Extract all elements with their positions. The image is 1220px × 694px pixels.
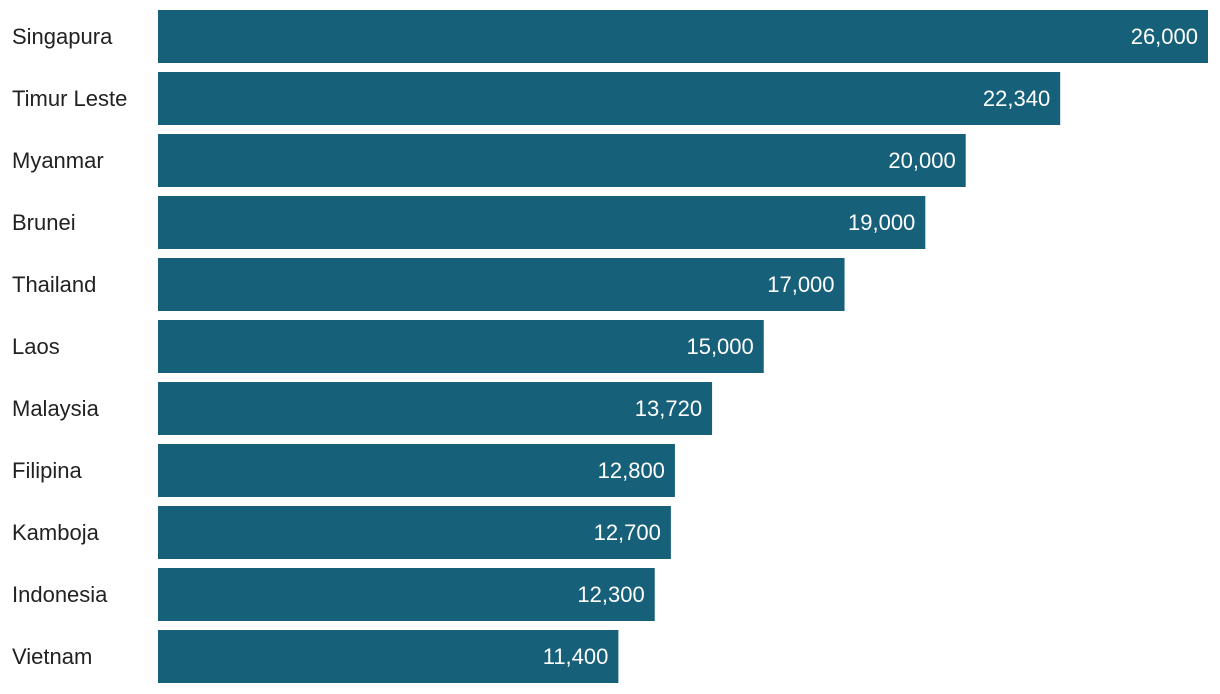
value-label: 22,340 [983,86,1050,111]
category-label: Vietnam [12,644,92,669]
value-label: 20,000 [888,148,955,173]
bar [158,568,655,621]
category-label: Thailand [12,272,96,297]
category-label: Indonesia [12,582,108,607]
value-label: 12,700 [594,520,661,545]
bar [158,196,926,249]
bars [158,10,1208,683]
bar [158,134,966,187]
value-label: 15,000 [686,334,753,359]
category-labels: Singapura Timur Leste Myanmar Brunei Thailan… [12,24,127,669]
value-label: 17,000 [767,272,834,297]
bar [158,320,764,373]
bar [158,506,671,559]
bar [158,10,1208,63]
value-label: 26,000 [1131,24,1198,49]
bar [158,630,619,683]
category-label: Laos [12,334,60,359]
value-label: 12,800 [598,458,665,483]
bar [158,444,675,497]
value-labels: 26,000 22,340 20,000 19,000 17,000 15,000 13,7… [543,24,1198,669]
category-label: Filipina [12,458,82,483]
category-label: Kamboja [12,520,100,545]
bar [158,382,713,435]
value-label: 11,400 [543,644,609,669]
category-label: Malaysia [12,396,100,421]
category-label: Singapura [12,24,113,49]
value-label: 12,300 [577,582,644,607]
value-label: 13,720 [635,396,702,421]
category-label: Timur Leste [12,86,127,111]
value-label: 19,000 [848,210,915,235]
category-label: Myanmar [12,148,104,173]
bar [158,72,1061,125]
bar [158,258,845,311]
category-label: Brunei [12,210,76,235]
